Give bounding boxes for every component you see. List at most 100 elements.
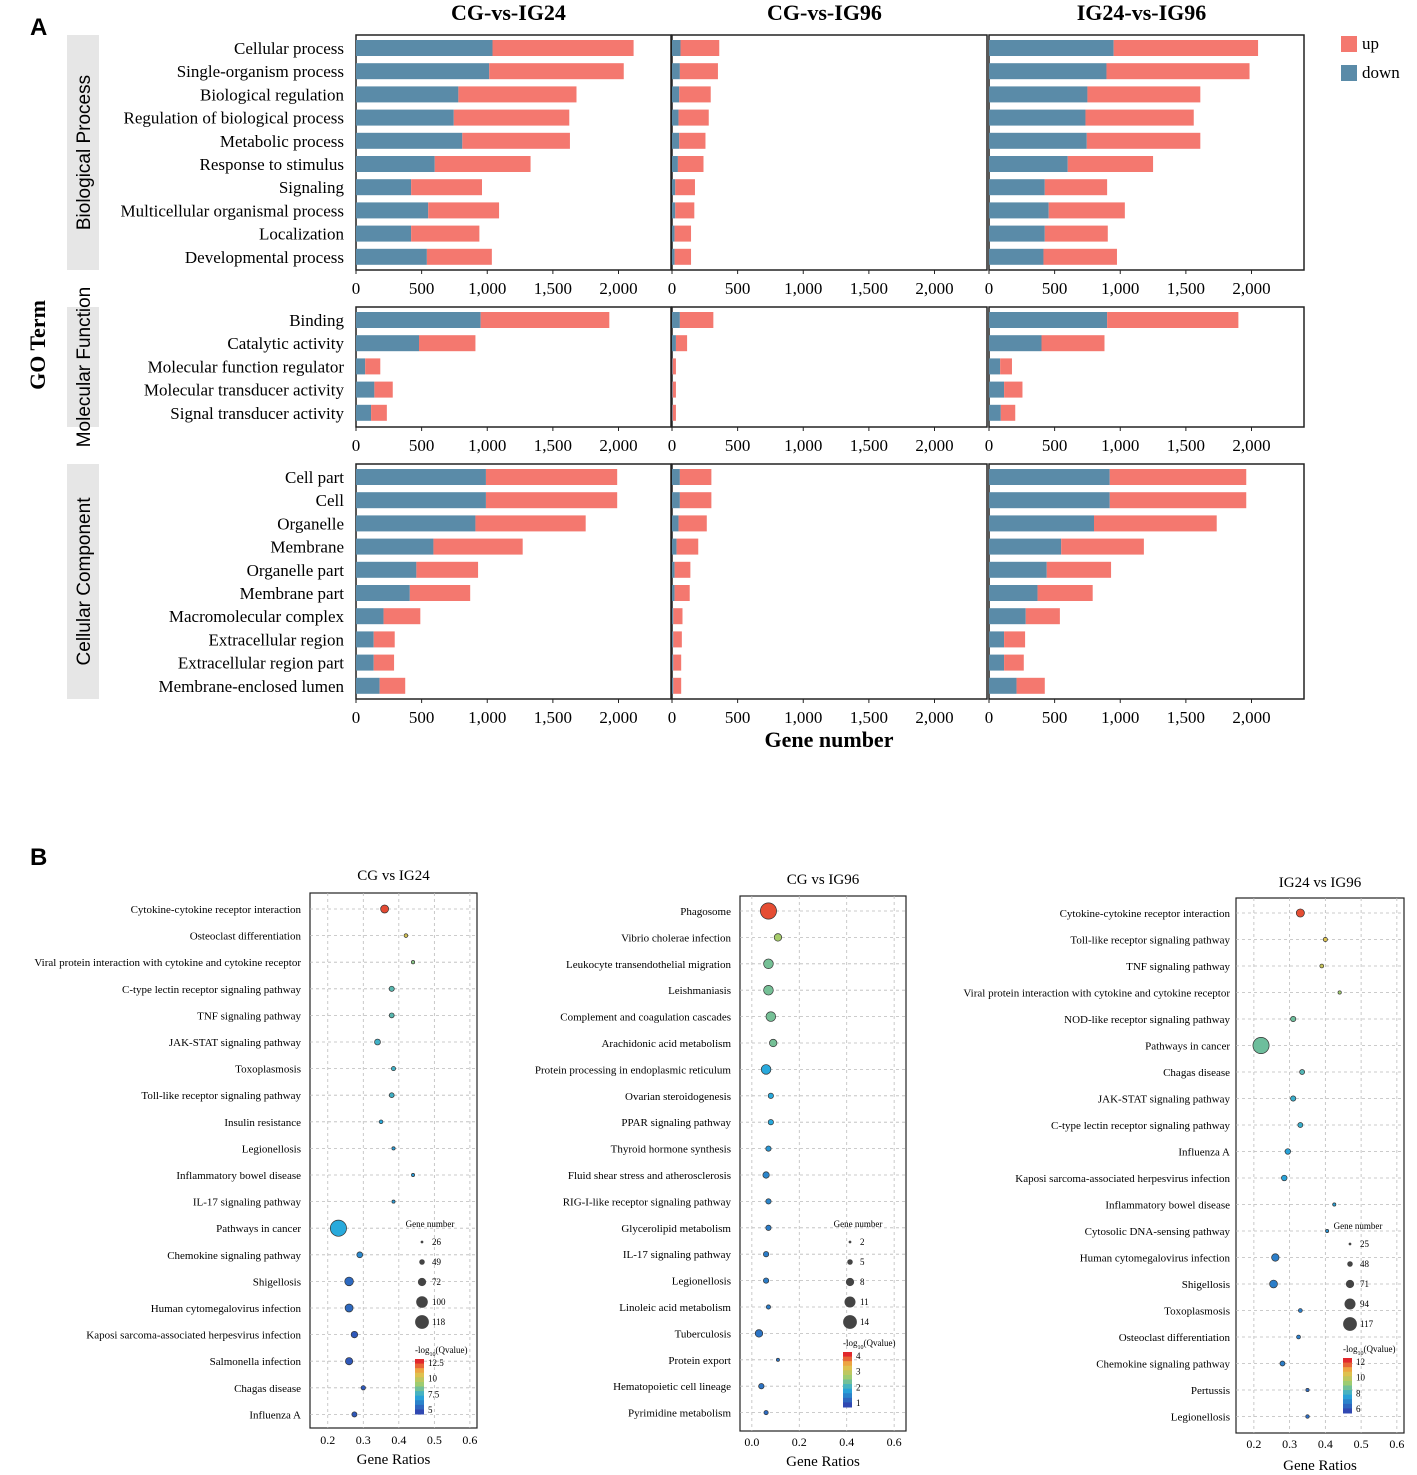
bar-down: [989, 132, 1087, 149]
x-tick-label: 500: [1042, 279, 1068, 298]
bar-down: [672, 312, 680, 328]
x-tick-label: 0.2: [320, 1433, 335, 1447]
bar-down: [672, 179, 676, 196]
color-legend-segment: [843, 1370, 852, 1376]
bar-down: [989, 202, 1049, 219]
bubble-point: [765, 1145, 772, 1152]
x-tick-label: 2,000: [915, 436, 953, 455]
bar-up: [475, 515, 586, 532]
pathway-label: Vibrio cholerae infection: [621, 932, 731, 944]
pathway-label: Kaposi sarcoma-associated herpesvirus in…: [86, 1330, 301, 1342]
term-label: Macromolecular complex: [169, 607, 345, 626]
bubble-point: [1284, 1148, 1291, 1155]
color-legend-tick-label: 6: [1356, 1404, 1361, 1414]
x-tick-label: 0: [668, 436, 677, 455]
size-legend-label: 49: [432, 1257, 442, 1267]
bar-down: [672, 248, 675, 265]
bar-up: [675, 179, 695, 196]
color-legend-segment: [415, 1377, 424, 1383]
x-tick-label: 1,000: [1101, 279, 1139, 298]
color-legend-tick-label: 5: [428, 1405, 433, 1415]
x-tick-label: 1,000: [468, 708, 506, 727]
bar-down: [356, 225, 412, 242]
term-label: Signal transducer activity: [170, 404, 344, 423]
pathway-label: Influenza A: [249, 1409, 301, 1421]
bubble-point: [388, 1092, 395, 1098]
x-tick-label: 0.5: [427, 1433, 442, 1447]
bar-down: [672, 677, 674, 694]
bubble-point: [351, 1411, 358, 1418]
bubble-point: [356, 1251, 364, 1259]
bar-up: [1044, 179, 1108, 196]
size-legend-label: 26: [432, 1237, 442, 1247]
bar-up: [1067, 156, 1154, 172]
bubble-point: [1332, 1202, 1337, 1207]
bar-up: [680, 40, 720, 56]
term-label: Cell part: [285, 468, 344, 487]
bubble-point: [1271, 1253, 1280, 1262]
bar-down: [672, 492, 680, 509]
pathway-label: Chagas disease: [234, 1383, 301, 1395]
legend-label-down: down: [1362, 63, 1400, 82]
bubble-point: [767, 1119, 774, 1126]
pathway-label: Pyrimidine metabolism: [628, 1408, 731, 1420]
size-legend-dot: [416, 1296, 428, 1308]
bar-up: [409, 585, 471, 601]
size-legend-label: 118: [432, 1317, 446, 1327]
bar-up: [673, 631, 682, 648]
bar-down: [672, 585, 675, 601]
size-legend-label: 94: [1360, 1299, 1370, 1309]
x-tick-label: 0.4: [391, 1433, 406, 1447]
bar-up: [674, 561, 691, 578]
bar-up: [676, 538, 699, 555]
x-tick-label: 1,500: [534, 279, 572, 298]
bubble-chart-cg-vs-ig24: CG vs IG24 Cytokine-cytokine receptor int…: [34, 868, 478, 1468]
pathway-label: Human cytomegalovirus infection: [151, 1303, 302, 1315]
bar-up: [434, 156, 531, 172]
pathway-label: Cytokine-cytokine receptor interaction: [1060, 908, 1231, 920]
x-tick-label: 2,000: [1232, 708, 1270, 727]
bar-up: [1085, 109, 1194, 126]
term-label: Localization: [259, 225, 344, 244]
x-tick-label: 0: [668, 279, 677, 298]
x-tick-label: 0.5: [1354, 1437, 1369, 1451]
color-legend-segment: [843, 1379, 852, 1385]
x-tick-label: 1,500: [850, 708, 888, 727]
pathway-label: Complement and coagulation cascades: [560, 1012, 731, 1024]
x-tick-label: 0: [985, 436, 994, 455]
bubble-point: [1252, 1037, 1270, 1054]
bubble-point: [765, 1304, 771, 1310]
x-tick-label: 500: [1042, 708, 1068, 727]
size-legend-dot: [847, 1259, 853, 1265]
bar-up: [675, 335, 688, 352]
bar-down: [672, 156, 678, 172]
bar-down: [356, 677, 380, 694]
term-label: Extracellular region part: [178, 654, 344, 673]
pathway-label: Chagas disease: [1163, 1067, 1230, 1079]
pathway-label: Influenza A: [1178, 1147, 1230, 1159]
color-legend-segment: [1343, 1408, 1352, 1414]
pathway-label: Inflammatory bowel disease: [1105, 1200, 1230, 1212]
bubble-point: [1299, 1069, 1305, 1075]
bar-down: [356, 40, 493, 56]
bar-up: [433, 538, 523, 555]
color-legend-segment: [415, 1381, 424, 1387]
pathway-label: Legionellosis: [1171, 1412, 1230, 1424]
x-tick-label: 1,500: [1167, 279, 1205, 298]
bar-up: [672, 404, 676, 421]
bubble-point: [763, 1277, 770, 1284]
pathway-label: Toll-like receptor signaling pathway: [141, 1090, 301, 1102]
bubble-point: [765, 1011, 777, 1022]
color-legend-segment: [1343, 1358, 1352, 1364]
bar-up: [679, 63, 718, 80]
pathway-label: Glycerolipid metabolism: [621, 1223, 731, 1235]
pathway-label: C-type lectin receptor signaling pathway: [1051, 1120, 1230, 1132]
x-tick-label: 500: [409, 708, 435, 727]
x-tick-label: 0.3: [356, 1433, 371, 1447]
group-label-cellular-component: Cellular Component: [74, 497, 95, 666]
x-tick-label: 1,000: [1101, 708, 1139, 727]
pathway-label: Viral protein interaction with cytokine …: [963, 988, 1230, 1000]
bubble-point: [762, 1171, 770, 1179]
bar-down: [672, 202, 676, 219]
pathway-label: Osteoclast differentiation: [190, 931, 302, 943]
